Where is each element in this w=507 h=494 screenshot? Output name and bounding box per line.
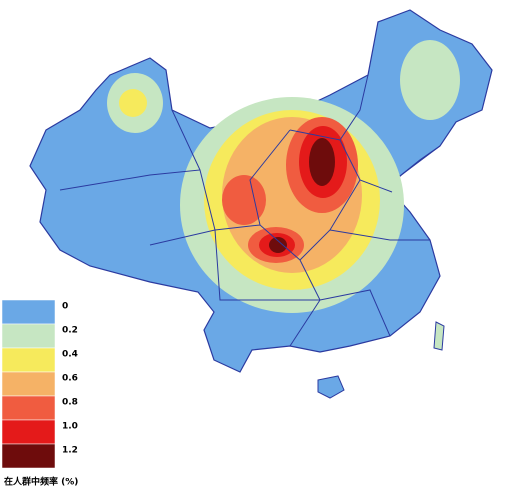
legend-label: 0.4 <box>62 350 78 360</box>
legend-swatch <box>1 371 56 397</box>
legend-swatch <box>1 419 56 445</box>
legend-swatch <box>1 395 56 421</box>
legend-label: 0.8 <box>62 398 78 408</box>
legend-swatch <box>1 347 56 373</box>
zone-0-4-west <box>119 89 147 117</box>
hainan <box>317 375 345 399</box>
legend-title: 在人群中频率 (%) <box>4 476 78 488</box>
zone-0-2-north <box>400 40 460 120</box>
province-borders <box>59 74 441 347</box>
legend-swatch <box>1 443 56 469</box>
legend-label: 1.2 <box>62 446 78 456</box>
zone-0-8-west <box>222 175 266 225</box>
legend-label: 0.2 <box>62 326 78 336</box>
zone-1-2-south <box>269 237 287 253</box>
taiwan <box>433 321 445 351</box>
china-map <box>29 9 493 399</box>
zone-1-2-east <box>309 138 335 186</box>
legend-swatch <box>1 323 56 349</box>
legend: 在人群中频率 (%) 0 0.2 0.4 0.6 0.8 1.0 1.2 <box>1 299 78 488</box>
legend-label: 1.0 <box>62 422 78 432</box>
legend-label: 0 <box>62 302 68 312</box>
legend-label: 0.6 <box>62 374 78 384</box>
legend-swatch <box>1 299 56 325</box>
